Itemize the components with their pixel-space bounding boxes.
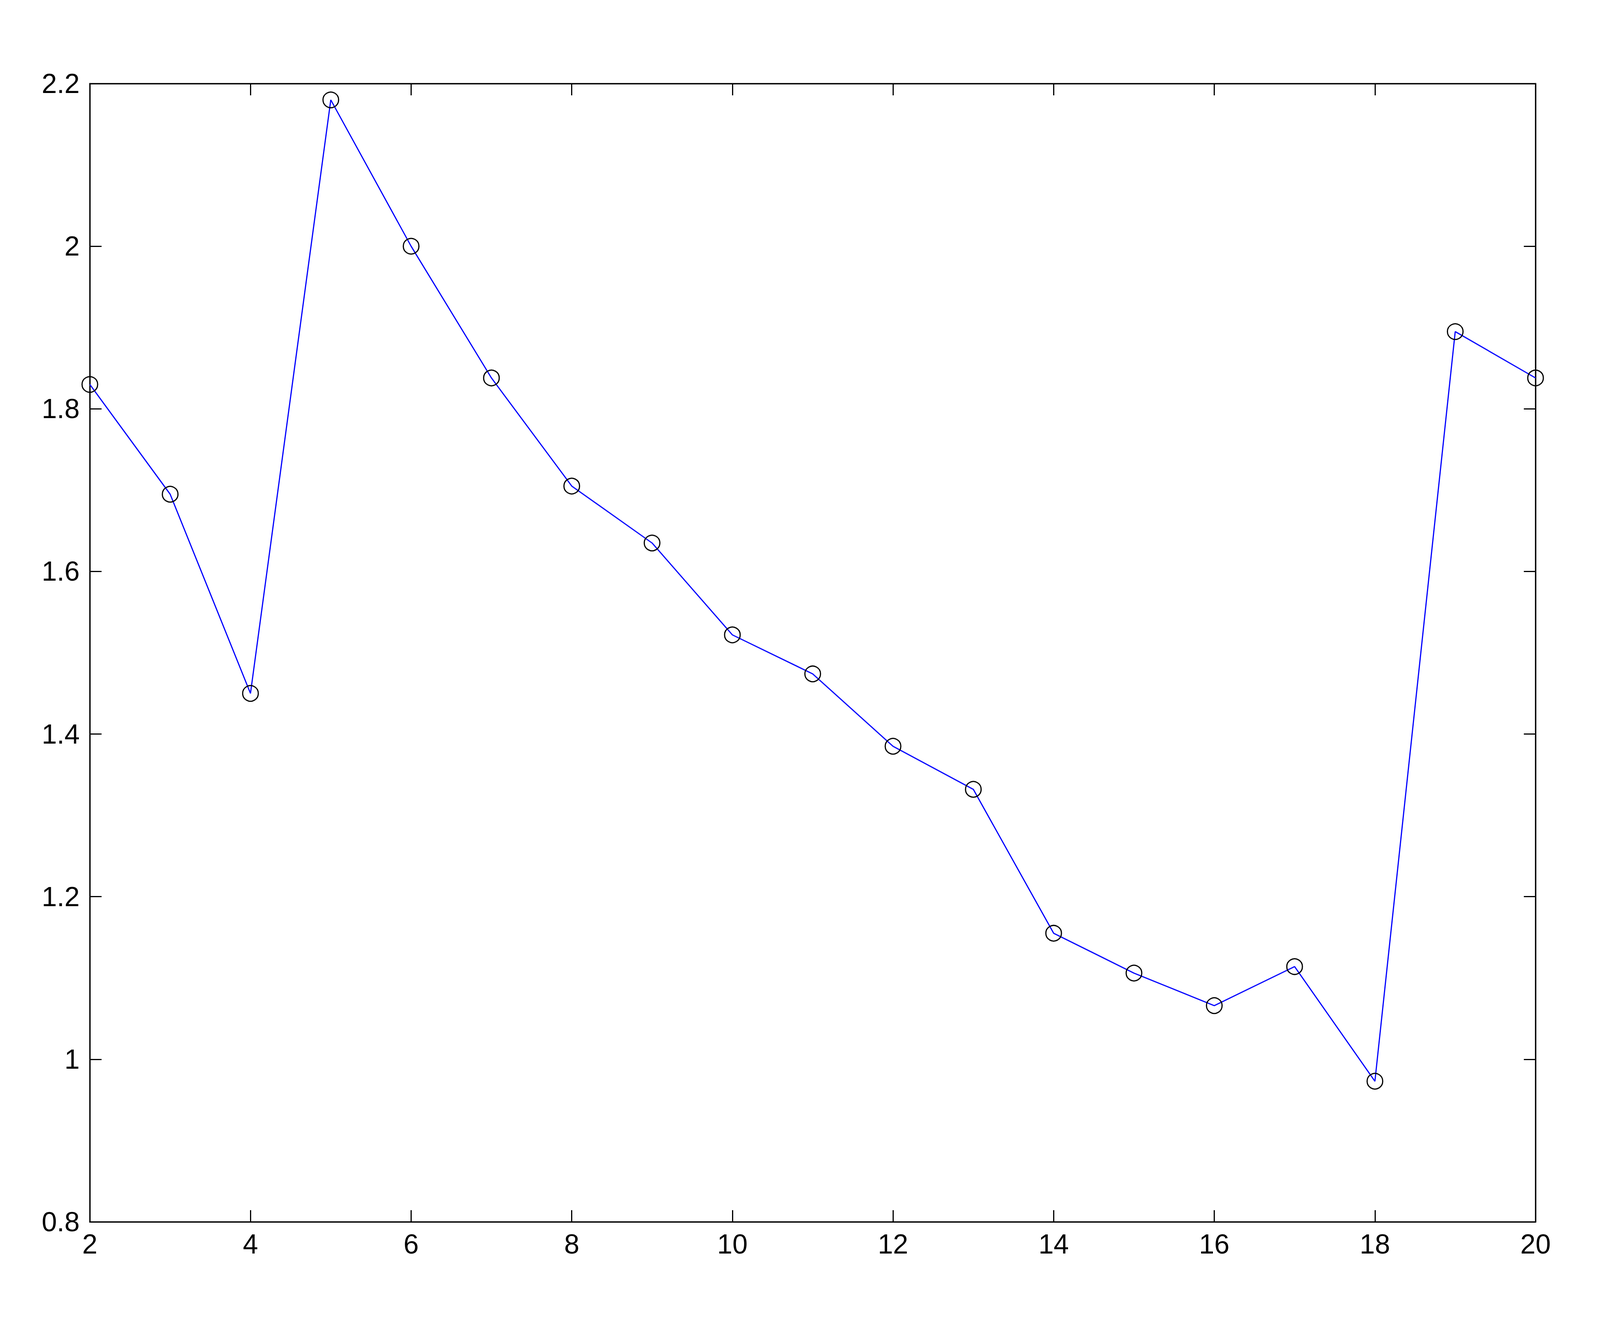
svg-text:14: 14 [1038,1228,1069,1259]
svg-text:1: 1 [64,1043,80,1075]
svg-text:12: 12 [877,1228,909,1259]
svg-text:6: 6 [403,1228,419,1259]
svg-text:1.8: 1.8 [41,393,80,424]
svg-text:10: 10 [717,1228,748,1259]
svg-text:1.4: 1.4 [41,718,80,750]
svg-text:2: 2 [82,1228,98,1259]
svg-text:1.6: 1.6 [41,555,80,587]
svg-text:1.2: 1.2 [41,881,80,912]
svg-text:2.2: 2.2 [41,68,80,99]
svg-text:8: 8 [564,1228,580,1259]
svg-text:2: 2 [64,230,80,262]
svg-text:4: 4 [242,1228,259,1259]
svg-text:16: 16 [1199,1228,1230,1259]
svg-text:0.8: 0.8 [41,1206,80,1237]
svg-text:18: 18 [1359,1228,1391,1259]
svg-text:20: 20 [1520,1228,1551,1259]
